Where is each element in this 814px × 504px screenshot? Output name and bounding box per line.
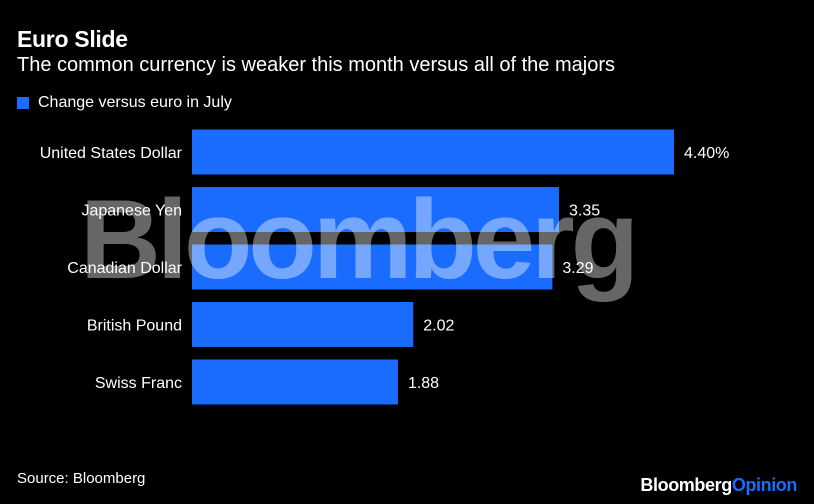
bar-british-pound <box>192 302 414 347</box>
value-label: 4.40% <box>684 145 729 162</box>
value-label: 3.35 <box>569 203 600 220</box>
category-label: Swiss Franc <box>95 375 182 392</box>
value-label: 2.02 <box>423 318 454 335</box>
legend: Change versus euro in July <box>17 94 232 112</box>
bar-canadian-dollar <box>192 244 553 290</box>
bar-japanese-yen <box>192 187 559 232</box>
source-note: Source: Bloomberg <box>17 470 146 487</box>
category-label: United States Dollar <box>40 145 183 162</box>
category-label: Japanese Yen <box>81 203 182 220</box>
value-label: 3.29 <box>562 260 593 277</box>
bar-united-states-dollar <box>192 129 674 175</box>
value-label: 1.88 <box>408 375 439 392</box>
legend-swatch <box>17 97 29 109</box>
bloomberg-opinion-logo: Bloomberg Opinion <box>640 475 797 496</box>
legend-label: Change versus euro in July <box>38 94 232 111</box>
category-label: British Pound <box>87 318 182 335</box>
bar-swiss-franc <box>192 359 398 405</box>
category-label: Canadian Dollar <box>67 260 182 277</box>
brand-accent: Opinion <box>731 475 798 495</box>
chart-subtitle: The common currency is weaker this month… <box>17 54 615 76</box>
brand-main: Bloomberg <box>640 475 732 495</box>
chart-title: Euro Slide <box>17 26 128 52</box>
